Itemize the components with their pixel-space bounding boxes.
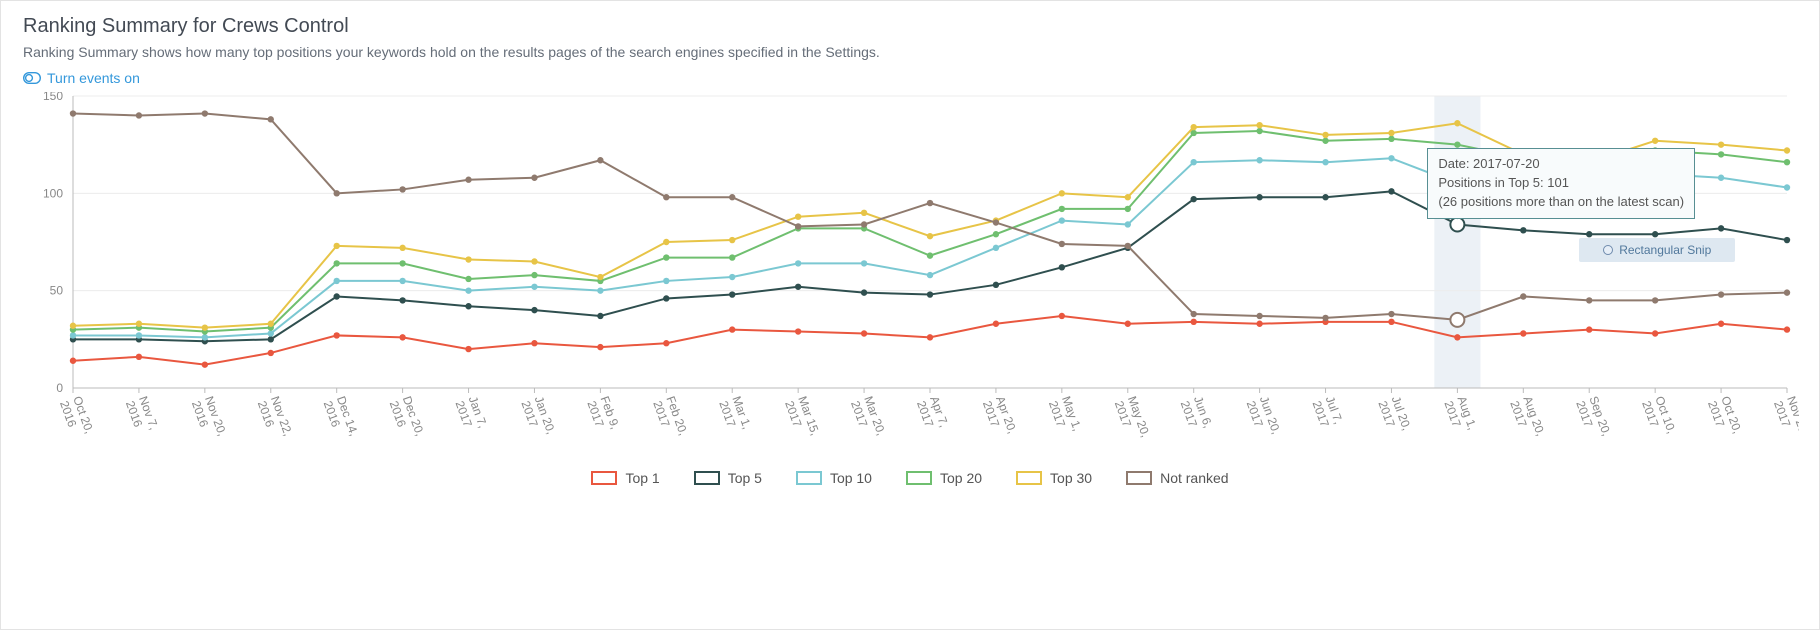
toggle-label: Turn events on xyxy=(47,70,140,86)
legend-swatch xyxy=(796,471,822,485)
legend-swatch xyxy=(1126,471,1152,485)
legend-swatch xyxy=(906,471,932,485)
legend-label: Top 10 xyxy=(830,470,872,486)
legend-label: Not ranked xyxy=(1160,470,1228,486)
svg-text:100: 100 xyxy=(43,186,63,200)
toggle-icon xyxy=(23,72,41,84)
legend-item[interactable]: Not ranked xyxy=(1126,470,1228,486)
svg-text:150: 150 xyxy=(43,92,63,103)
legend-label: Top 20 xyxy=(940,470,982,486)
legend-swatch xyxy=(694,471,720,485)
legend-label: Top 30 xyxy=(1050,470,1092,486)
legend-item[interactable]: Top 30 xyxy=(1016,470,1092,486)
page-subtitle: Ranking Summary shows how many top posit… xyxy=(23,44,1797,60)
legend-swatch xyxy=(1016,471,1042,485)
ranking-chart[interactable]: 050100150Oct 20,2016Nov 7,2016Nov 20,201… xyxy=(23,92,1797,462)
turn-events-on-toggle[interactable]: Turn events on xyxy=(23,70,140,86)
chart-legend: Top 1 Top 5 Top 10 Top 20 Top 30 Not ranked xyxy=(23,470,1797,486)
ranking-summary-panel: Ranking Summary for Crews Control Rankin… xyxy=(0,0,1820,630)
legend-label: Top 5 xyxy=(728,470,762,486)
legend-item[interactable]: Top 1 xyxy=(591,470,659,486)
legend-item[interactable]: Top 5 xyxy=(694,470,762,486)
legend-swatch xyxy=(591,471,617,485)
page-title: Ranking Summary for Crews Control xyxy=(23,15,1797,38)
legend-item[interactable]: Top 10 xyxy=(796,470,872,486)
svg-text:0: 0 xyxy=(56,381,63,395)
legend-item[interactable]: Top 20 xyxy=(906,470,982,486)
snip-dot-icon xyxy=(1603,245,1613,255)
svg-text:50: 50 xyxy=(50,284,64,298)
legend-label: Top 1 xyxy=(625,470,659,486)
rectangular-snip-overlay: Rectangular Snip xyxy=(1579,238,1735,262)
snip-label: Rectangular Snip xyxy=(1619,243,1711,257)
